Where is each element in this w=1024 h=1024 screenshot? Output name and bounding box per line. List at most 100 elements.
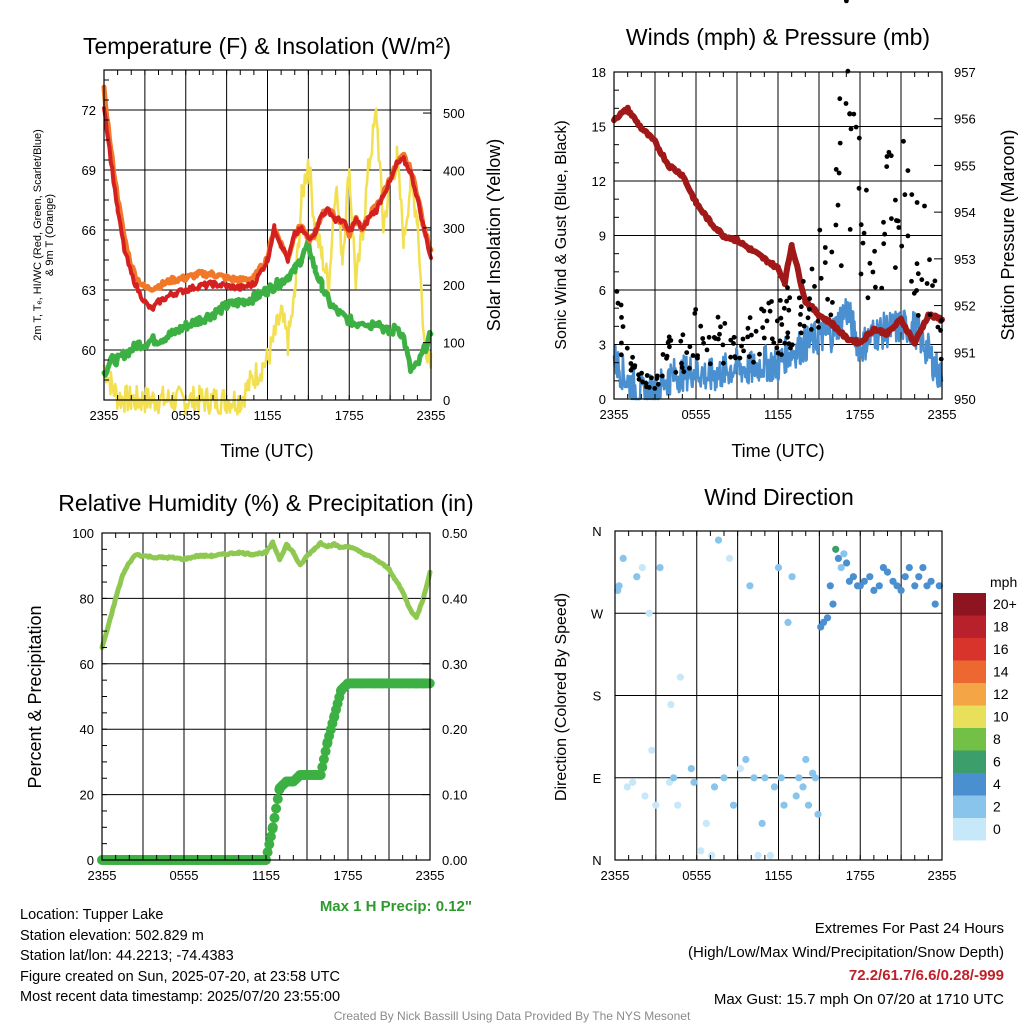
gust-point	[774, 318, 780, 324]
gust-point	[924, 281, 930, 286]
gust-point	[722, 321, 728, 326]
gust-point	[628, 361, 634, 366]
y-tick-label: 18	[592, 65, 606, 80]
sonic-wind-line	[612, 297, 944, 401]
direction-point	[641, 792, 649, 800]
gust-point	[915, 271, 921, 277]
extremes-values: 72.2/61.7/6.6/0.28/-999	[848, 967, 1004, 984]
direction-point	[750, 774, 758, 782]
gust-point	[922, 203, 927, 209]
gust-point	[769, 299, 774, 304]
winds-xlabel: Time (UTC)	[731, 441, 824, 461]
gust-point	[728, 354, 733, 360]
direction-point	[826, 582, 834, 590]
gust-point	[844, 0, 849, 4]
gust-point	[899, 243, 905, 249]
gust-point	[733, 355, 738, 361]
direction-point	[758, 819, 766, 828]
colorbar-swatch	[953, 615, 986, 638]
gust-point	[815, 318, 821, 324]
gust-point	[715, 336, 721, 342]
gust-point	[847, 227, 853, 232]
y2-tick-label: 954	[954, 205, 976, 220]
gust-point	[769, 336, 775, 342]
gust-point	[809, 266, 815, 272]
colorbar-label: 6	[993, 754, 1001, 770]
gust-point	[825, 296, 830, 302]
gust-point	[870, 269, 876, 275]
gust-point	[779, 322, 785, 327]
temperature-ylabel-line1: 2m T, Tₑ, HI/WC (Red, Green, Scarlet/Blu…	[32, 129, 44, 341]
gust-point	[808, 327, 814, 332]
gust-point	[785, 334, 790, 340]
gust-point	[938, 318, 944, 323]
y-tick-label: 72	[82, 103, 96, 118]
direction-point	[645, 609, 653, 617]
direction-point	[792, 792, 800, 800]
y2-tick-label: 0.40	[442, 591, 467, 606]
precip-point	[269, 812, 280, 823]
gust-point	[781, 305, 787, 311]
direction-point	[780, 801, 788, 809]
direction-point	[840, 550, 848, 558]
gust-point	[652, 386, 658, 391]
gust-point	[796, 295, 802, 301]
gust-point	[927, 312, 933, 318]
direction-point	[875, 582, 883, 590]
winds-ylabel-left: Sonic Wind & Gust (Blue, Black)	[553, 120, 570, 349]
gust-point	[747, 315, 753, 321]
direction-point	[761, 774, 769, 782]
direction-point	[843, 559, 851, 567]
gust-point	[728, 337, 734, 343]
direction-point	[866, 573, 874, 581]
gust-point	[853, 124, 859, 130]
gust-point	[927, 257, 932, 263]
x-tick-label: 0555	[170, 868, 199, 883]
gust-point	[879, 285, 885, 291]
gust-point	[828, 312, 834, 318]
gust-point	[720, 342, 726, 348]
gust-point	[807, 296, 812, 302]
gust-point	[639, 370, 644, 376]
colorbar-label: 4	[993, 776, 1001, 792]
gust-point	[835, 202, 841, 208]
direction-point	[710, 783, 719, 791]
temperature-data	[101, 84, 434, 416]
precip-point	[272, 794, 283, 804]
x-tick-label: 1155	[764, 407, 792, 422]
gust-point	[774, 345, 780, 351]
temperature-ticks: 2355 0555 1155 1755 2355 60 63 66 69 72 0 100 200 300…	[82, 70, 465, 423]
gust-point	[909, 278, 914, 284]
gust-point	[848, 126, 854, 132]
gust-point	[867, 260, 873, 266]
gust-point	[618, 302, 624, 308]
x-tick-label: 1155	[252, 868, 280, 883]
gust-point	[919, 277, 925, 283]
direction-point	[676, 673, 685, 681]
y-tick-label: 60	[82, 343, 96, 358]
direction-point	[629, 778, 637, 786]
gust-point	[930, 283, 935, 288]
direction-point	[897, 586, 905, 595]
gust-point	[822, 245, 828, 250]
gust-point	[787, 295, 793, 301]
gust-point	[751, 359, 756, 365]
direction-point	[619, 554, 627, 563]
y-tick-label: 100	[72, 526, 94, 541]
direction-point	[697, 847, 705, 855]
colorbar-label: 0	[993, 821, 1001, 837]
y-tick-label: 60	[80, 657, 94, 672]
y-tick-label: 66	[82, 223, 96, 238]
precip-point	[265, 831, 276, 842]
gust-point	[644, 373, 650, 378]
colorbar-label: 12	[993, 686, 1009, 702]
colorbar-swatch	[953, 795, 986, 818]
gust-point	[818, 275, 824, 281]
gust-point	[786, 307, 792, 313]
gust-point	[914, 288, 919, 293]
humidity-panel: Relative Humidity (%) & Precipitation (i…	[25, 490, 474, 915]
direction-point	[811, 774, 819, 782]
direction-point	[905, 564, 913, 572]
gust-point	[881, 219, 886, 225]
humidity-ticks: 2355 0555 1155 1755 23550204060801000.000.10…	[72, 526, 467, 883]
